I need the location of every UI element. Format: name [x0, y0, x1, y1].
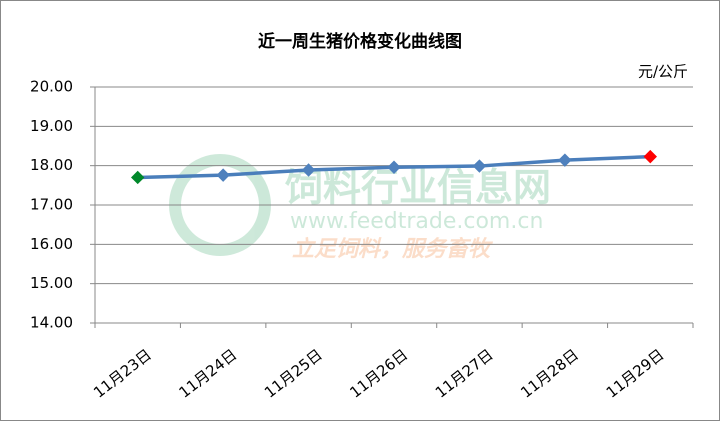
watermark-url: www.feedtrade.com.cn [290, 209, 543, 234]
marker [643, 149, 657, 164]
marker [472, 159, 487, 173]
y-tick-label: 17.00 [30, 196, 73, 214]
marker [387, 160, 401, 174]
marker [301, 163, 316, 177]
y-tick-label: 14.00 [30, 314, 73, 332]
marker [216, 168, 230, 182]
marker [131, 170, 145, 185]
unit-label: 元/公斤 [638, 63, 688, 81]
y-tick-label: 20.00 [30, 78, 73, 96]
watermark: 饲料行业信息网 www.feedtrade.com.cn 立足饲料，服务畜牧 [169, 154, 551, 262]
y-tick-label: 15.00 [30, 274, 73, 292]
y-tick-label: 16.00 [30, 235, 73, 253]
y-tick-label: 19.00 [30, 117, 73, 135]
marker [558, 153, 572, 167]
watermark-name: 饲料行业信息网 [285, 166, 551, 210]
chart-title: 近一周生猪价格变化曲线图 [258, 31, 462, 52]
watermark-slogan: 立足饲料，服务畜牧 [292, 236, 494, 262]
y-tick-label: 18.00 [30, 156, 73, 174]
